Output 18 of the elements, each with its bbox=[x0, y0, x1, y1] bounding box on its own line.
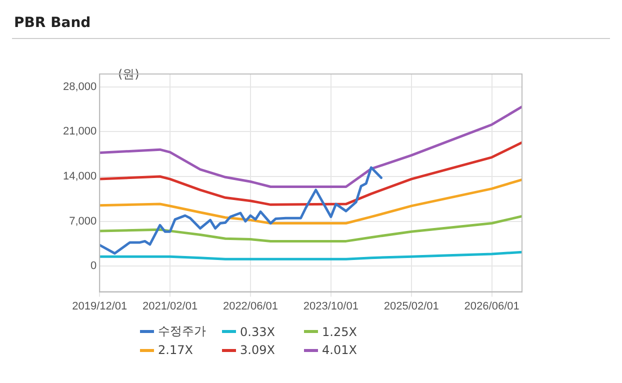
x-tick-label: 2019/12/01 bbox=[72, 300, 128, 312]
x-tick-label: 2026/06/01 bbox=[464, 300, 520, 312]
y-tick-label: 0 bbox=[90, 260, 97, 272]
legend-label: 2.17X bbox=[158, 343, 193, 357]
legend-label: 0.33X bbox=[240, 324, 275, 338]
legend-label: 수정주가 bbox=[158, 323, 206, 340]
legend-label: 1.25X bbox=[322, 324, 357, 338]
y-tick-label: 21,000 bbox=[62, 126, 97, 138]
x-tick-label: 2022/06/01 bbox=[222, 300, 278, 312]
legend-label: 3.09X bbox=[240, 343, 275, 357]
x-tick-label: 2023/10/01 bbox=[303, 300, 358, 312]
y-tick-label: 14,000 bbox=[62, 170, 97, 183]
y-tick-label: 7,000 bbox=[69, 215, 97, 228]
chart-title: PBR Band bbox=[12, 8, 610, 39]
x-tick-label: 2021/02/01 bbox=[142, 300, 198, 312]
y-tick-label: 28,000 bbox=[62, 80, 97, 93]
legend-label: 4.01X bbox=[322, 343, 357, 357]
x-tick-label: 2025/02/01 bbox=[384, 300, 439, 312]
